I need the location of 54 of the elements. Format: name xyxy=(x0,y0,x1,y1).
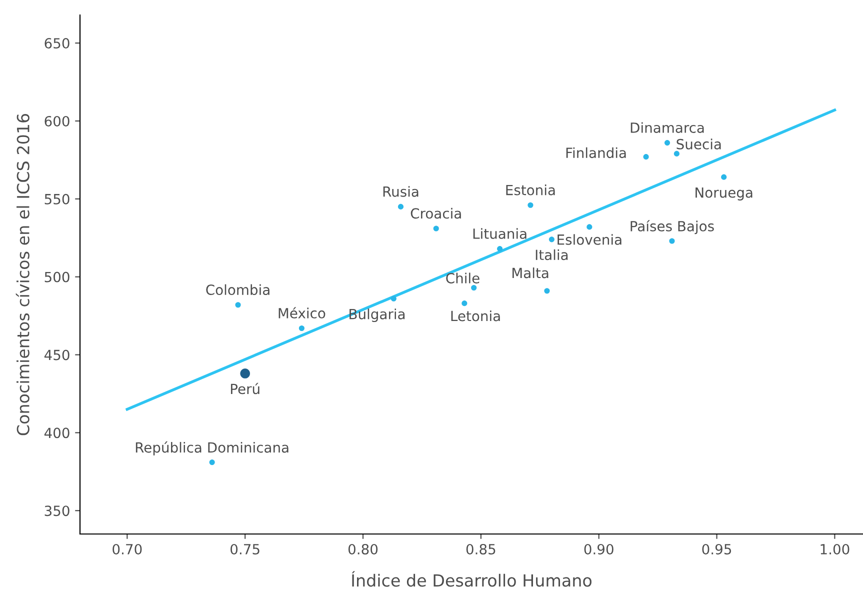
annotation: Estonia xyxy=(506,184,555,196)
annotation: Suecia xyxy=(676,138,721,150)
x-tick-label: 0.85 xyxy=(466,544,496,554)
point xyxy=(209,460,215,466)
point xyxy=(235,302,241,308)
annotation: Chile xyxy=(446,272,480,284)
point xyxy=(390,296,396,302)
point xyxy=(586,224,592,230)
point xyxy=(471,284,477,291)
x-tick-label: 0.70 xyxy=(112,544,142,554)
y-tick-label: 450 xyxy=(44,350,70,360)
annotation: Países Bajos xyxy=(630,220,714,234)
y-tick-label: 350 xyxy=(44,506,70,516)
annotation: Colombia xyxy=(206,284,270,296)
point xyxy=(664,140,670,146)
annotation: Malta xyxy=(512,267,548,278)
x-tick-label: 1.00 xyxy=(820,544,850,554)
point xyxy=(643,154,649,160)
annotation: Italia xyxy=(536,249,568,260)
y-tick-label: 650 xyxy=(44,38,70,49)
y-axis-title: Conocimientos cívicos en el ICCS 2016 xyxy=(16,114,30,436)
y-tick-label: 500 xyxy=(44,272,70,282)
annotation: Letonia xyxy=(451,310,500,322)
point xyxy=(462,300,468,306)
annotation: Eslovenia xyxy=(558,234,622,245)
x-tick-label: 0.95 xyxy=(702,544,732,554)
annotation: México xyxy=(278,307,326,318)
point xyxy=(398,204,404,210)
point xyxy=(548,236,554,242)
annotation: Rusia xyxy=(383,186,418,197)
annotation: Dinamarca xyxy=(630,122,704,133)
annotation: Bulgaria xyxy=(350,308,405,322)
y-tick-label: 600 xyxy=(44,116,70,126)
point xyxy=(298,325,304,332)
point xyxy=(669,238,675,244)
point xyxy=(721,174,727,180)
y-tick-label: 400 xyxy=(44,428,70,438)
x-tick-label: 0.75 xyxy=(230,544,260,554)
point xyxy=(433,226,439,232)
point xyxy=(544,288,550,294)
x-tick-label: 0.80 xyxy=(348,544,378,554)
x-axis-title: Índice de Desarrollo Humano xyxy=(352,571,592,587)
point xyxy=(497,246,503,252)
point xyxy=(674,150,680,156)
annotation: Finlandia xyxy=(566,147,626,158)
point xyxy=(240,368,250,378)
annotation: Perú xyxy=(230,382,260,394)
annotation: Croacia xyxy=(410,208,461,219)
annotation: Noruega xyxy=(696,187,752,200)
point xyxy=(528,202,534,208)
annotation: Lituania xyxy=(473,228,526,239)
x-tick-label: 0.90 xyxy=(584,544,614,554)
annotation: República Dominicana xyxy=(136,441,288,456)
y-tick-label: 550 xyxy=(44,194,70,204)
